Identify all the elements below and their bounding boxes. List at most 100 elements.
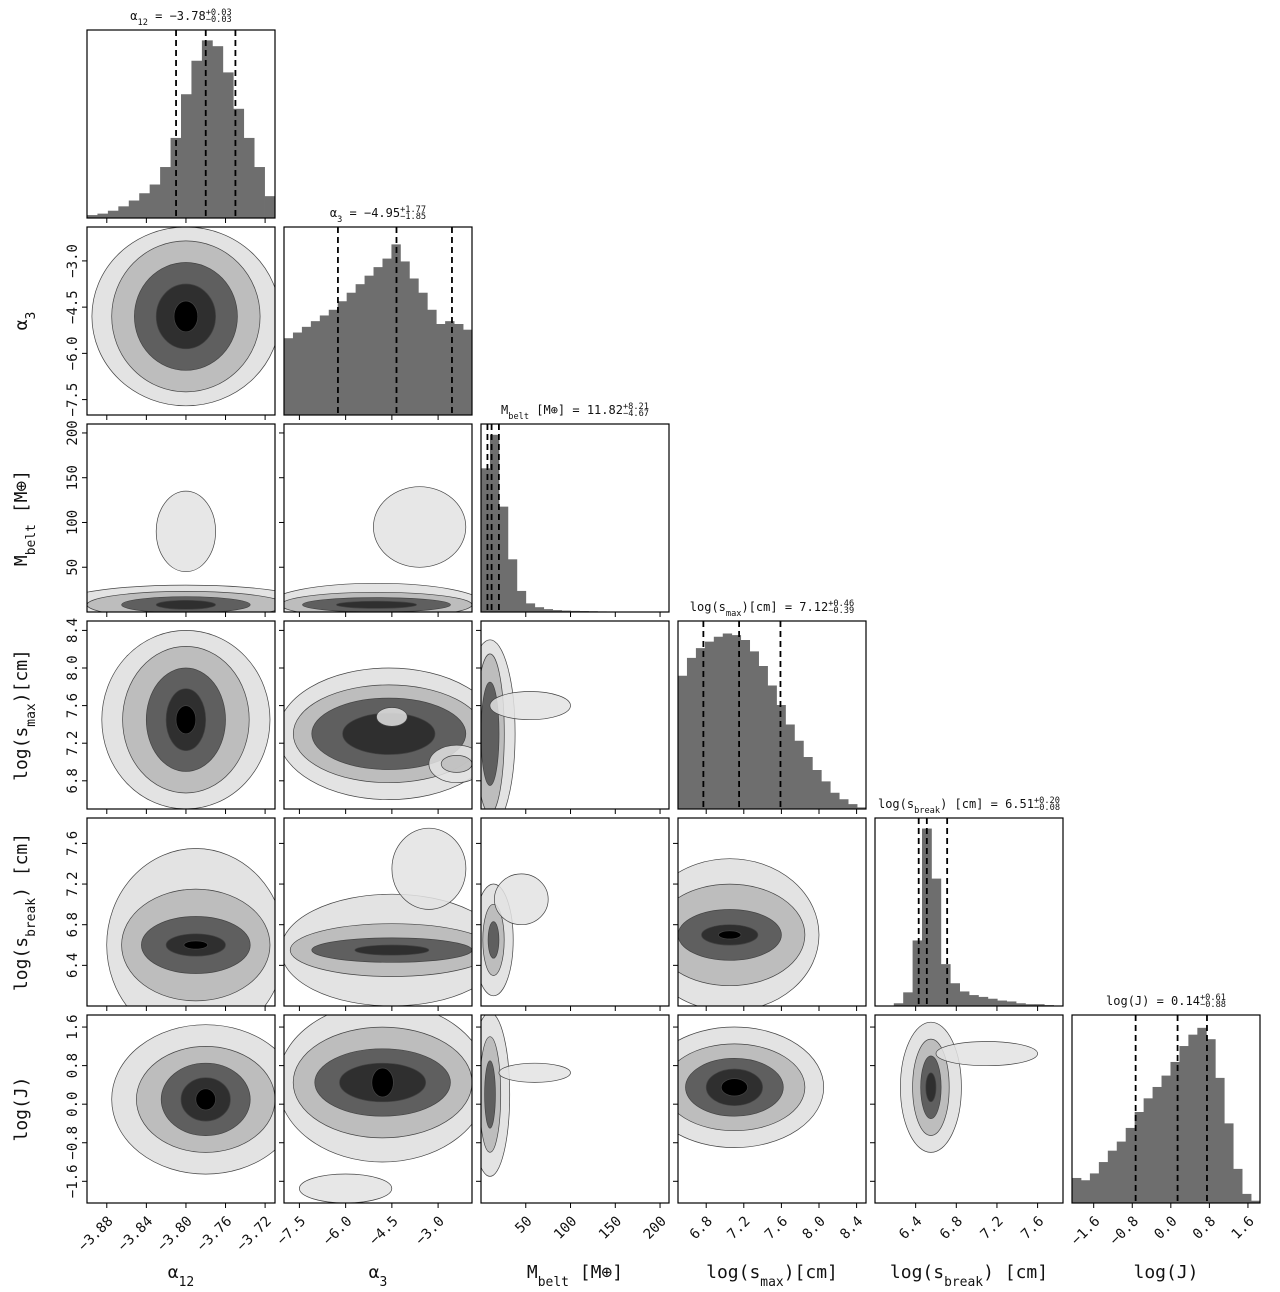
y-axis-label-2: Mbelt [M⊕] [11,470,39,566]
hist-bar [1089,1173,1100,1203]
hist-bar [1215,1077,1225,1203]
contour-level-4 [371,1067,394,1098]
panel-frame [874,1014,1064,1204]
hist-bar [427,309,437,415]
hist-title-0: α12 = −3.78+0.03 −0.03 [130,8,231,28]
hist-bar [903,992,913,1006]
hist-bar [1170,1061,1180,1203]
hist-bar [1034,1004,1045,1006]
y-tick-label: 8.0 [65,655,81,680]
panel-frame [283,620,473,810]
hist-bar [1224,1123,1234,1203]
panel-frame [480,817,670,1007]
hist-panel-0: α12 = −3.78+0.03 −0.03 [86,8,276,223]
hist-bar [893,1003,904,1006]
contour-panel-4-1 [279,817,473,1011]
x-tick-label: −3.80 [155,1213,196,1254]
hist-bar [749,651,759,809]
x-tick-label: 0.0 [1151,1213,1180,1242]
hist-bar [931,878,942,1006]
panel-frame [677,1014,867,1204]
y-axis-label-3: log(smax)[cm] [11,649,39,781]
hist-bar [1016,1003,1026,1006]
hist-bar [364,275,374,415]
hist-bar [534,607,545,612]
y-tick-label: 6.8 [65,912,81,937]
x-tick-label: 100 [551,1213,580,1242]
x-tick-label: −3.88 [75,1213,116,1254]
contour-level-3 [336,600,417,609]
panel-frame [283,1014,473,1204]
hist-bar [686,657,697,809]
hist-bar [1188,1034,1198,1203]
contour-panel-3-0: 6.8 7.2 7.6 8.0 8.4 [65,618,276,814]
contour-level-3 [354,944,430,956]
y-tick-label: −1.6 [65,1164,81,1198]
hist-bar [373,267,383,415]
x-tick-label: 8.0 [800,1213,829,1242]
x-tick-label: −3.84 [115,1213,156,1254]
x-tick-label: 7.6 [762,1213,791,1242]
contour-panel-4-0: 6.4 6.8 7.2 7.6 [65,817,276,1011]
hist-bar [785,724,795,809]
hist-bar [1251,1200,1260,1203]
x-axis-label-5: log(J) [1133,1262,1198,1283]
panel-frame [480,1014,670,1204]
hist-title-4: log(sbreak) [cm] = 6.51+0.20 −0.08 [878,796,1060,816]
hist-bar [233,108,245,218]
hist-title-1: α3 = −4.95+1.77 −1.85 [330,205,426,225]
x-tick-label: −4.5 [366,1213,401,1248]
contour-level-4 [720,1078,748,1097]
hist-bar [128,200,140,218]
hist-bar [1197,1027,1207,1203]
hist-bar [346,292,357,415]
hist-bar [812,770,822,809]
hist-bar [319,315,330,415]
y-tick-label: −4.5 [65,290,81,324]
hist-bar [1242,1193,1252,1203]
hist-bar [382,258,392,415]
hist-bar [525,603,536,612]
hist-bar [418,292,428,415]
hist-bar [149,184,161,218]
panel-frame [283,226,473,416]
hist-bar [1116,1141,1127,1203]
panel-frame [677,817,867,1007]
contour-panel-1-0: −7.5 −6.0 −4.5 −3.0 [65,226,276,420]
x-tick-label: −3.0 [413,1213,448,1248]
x-tick-label: 7.2 [724,1213,753,1242]
contour-level-1 [440,755,472,773]
y-tick-label: 6.8 [65,768,81,793]
hist-panel-1: α3 = −4.95+1.77 −1.85 [283,205,473,420]
hist-bar [1179,1046,1189,1203]
hist-bar [97,213,109,218]
contour-level-4 [718,930,742,940]
hist-bar [254,167,265,218]
x-tick-label: −3.76 [194,1213,235,1254]
hist-panel-3: log(smax)[cm] = 7.12+0.46 −0.39 [677,599,867,814]
hist-bar [1152,1086,1162,1203]
x-axis-label-4: log(sbreak) [cm] [890,1262,1048,1290]
contour-level-2 [487,921,500,959]
hist-bar [997,1000,1007,1006]
hist-bar [1161,1075,1171,1203]
hist-bar [212,46,224,218]
hist-bar [1134,1112,1145,1203]
hist-bar [1080,1180,1091,1203]
hist-bar [912,940,923,1006]
hist-bar [1233,1168,1243,1203]
contour-level-0 [489,691,571,721]
hist-bar [848,804,858,809]
hist-bar [498,506,509,612]
hist-bar [552,610,562,612]
hist-bar [481,468,491,612]
y-tick-label: 1.6 [65,1014,81,1039]
hist-bar [292,332,303,415]
hist-bar [463,329,472,415]
contour-panel-4-2 [476,817,670,1011]
x-tick-label: 200 [641,1213,670,1242]
y-tick-label: −3.0 [65,244,81,278]
hist-bar [328,309,339,415]
contour-level-0 [935,1041,1038,1067]
